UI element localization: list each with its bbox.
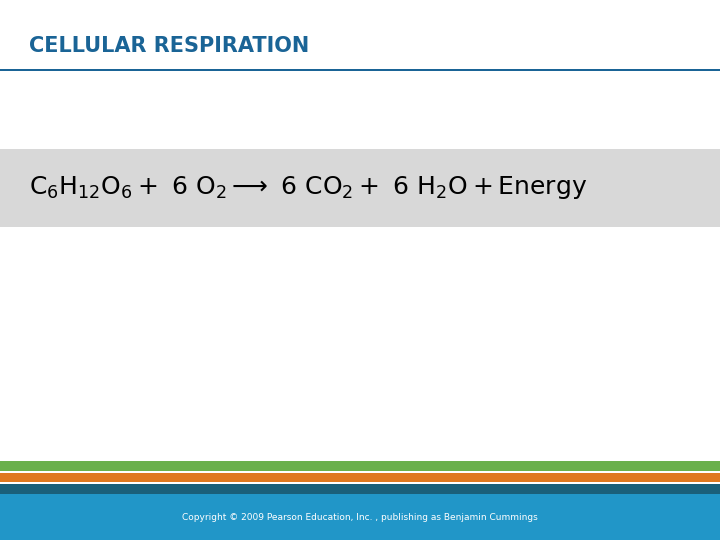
Text: $\mathsf{C_6H_{12}O_6 + \ 6\ O_2 \longrightarrow\ 6\ CO_2 +\ 6\ H_2O + Energy}$: $\mathsf{C_6H_{12}O_6 + \ 6\ O_2 \longri…	[29, 174, 587, 201]
Text: CELLULAR RESPIRATION: CELLULAR RESPIRATION	[29, 36, 309, 56]
Text: Copyright © 2009 Pearson Education, Inc. , publishing as Benjamin Cummings: Copyright © 2009 Pearson Education, Inc.…	[182, 513, 538, 522]
Bar	[0, 472, 720, 482]
Bar	[0, 484, 720, 494]
Bar	[0, 461, 720, 471]
Bar	[0, 69, 720, 71]
Bar	[0, 148, 720, 227]
Bar	[0, 494, 720, 540]
